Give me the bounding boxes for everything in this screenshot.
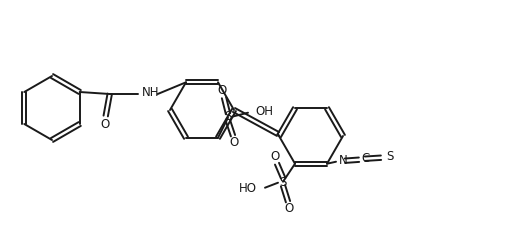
Text: O: O [285, 202, 294, 215]
Text: O: O [229, 136, 239, 149]
Text: O: O [100, 119, 110, 131]
Text: NH: NH [142, 87, 159, 99]
Text: N: N [339, 154, 348, 167]
Text: O: O [218, 84, 227, 97]
Text: O: O [270, 150, 280, 163]
Text: S: S [386, 150, 393, 163]
Text: S: S [279, 176, 287, 189]
Text: HO: HO [239, 182, 257, 195]
Text: OH: OH [255, 105, 273, 118]
Text: C: C [361, 152, 369, 165]
Text: S: S [225, 110, 232, 123]
